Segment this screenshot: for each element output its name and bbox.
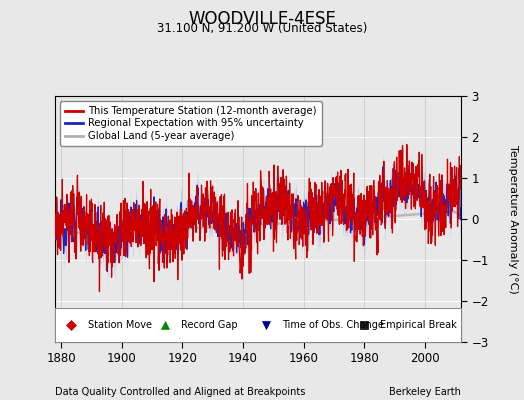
Text: Time of Obs. Change: Time of Obs. Change bbox=[282, 320, 384, 330]
Text: WOODVILLE-4ESE: WOODVILLE-4ESE bbox=[188, 10, 336, 28]
Text: Record Gap: Record Gap bbox=[181, 320, 237, 330]
Legend: This Temperature Station (12-month average), Regional Expectation with 95% uncer: This Temperature Station (12-month avera… bbox=[60, 101, 322, 146]
Text: 31.100 N, 91.200 W (United States): 31.100 N, 91.200 W (United States) bbox=[157, 22, 367, 35]
Text: Berkeley Earth: Berkeley Earth bbox=[389, 387, 461, 397]
Text: Station Move: Station Move bbox=[88, 320, 151, 330]
Text: Empirical Break: Empirical Break bbox=[380, 320, 456, 330]
Y-axis label: Temperature Anomaly (°C): Temperature Anomaly (°C) bbox=[508, 145, 518, 293]
Text: Data Quality Controlled and Aligned at Breakpoints: Data Quality Controlled and Aligned at B… bbox=[55, 387, 305, 397]
